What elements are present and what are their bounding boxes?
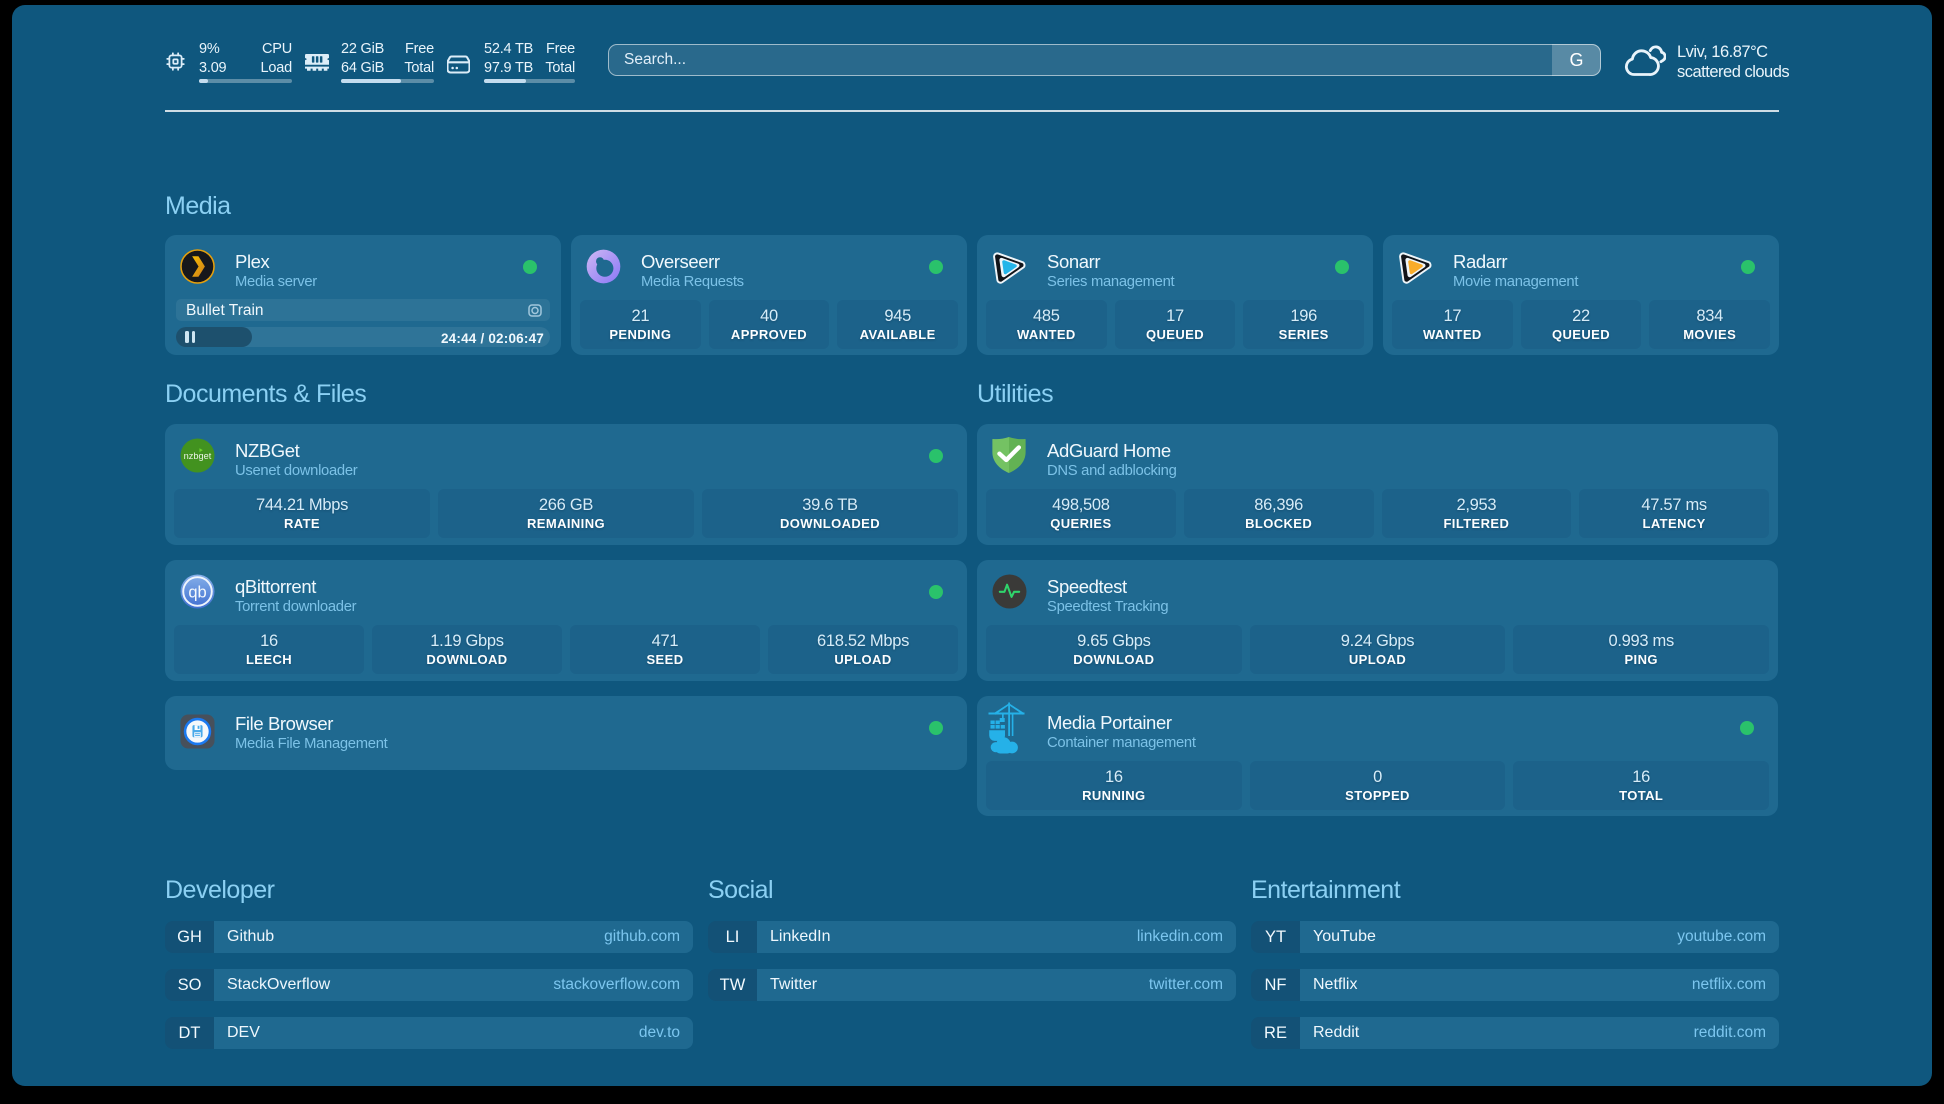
svg-text:nzbget: nzbget [184, 451, 212, 461]
svg-text:qb: qb [188, 582, 206, 601]
